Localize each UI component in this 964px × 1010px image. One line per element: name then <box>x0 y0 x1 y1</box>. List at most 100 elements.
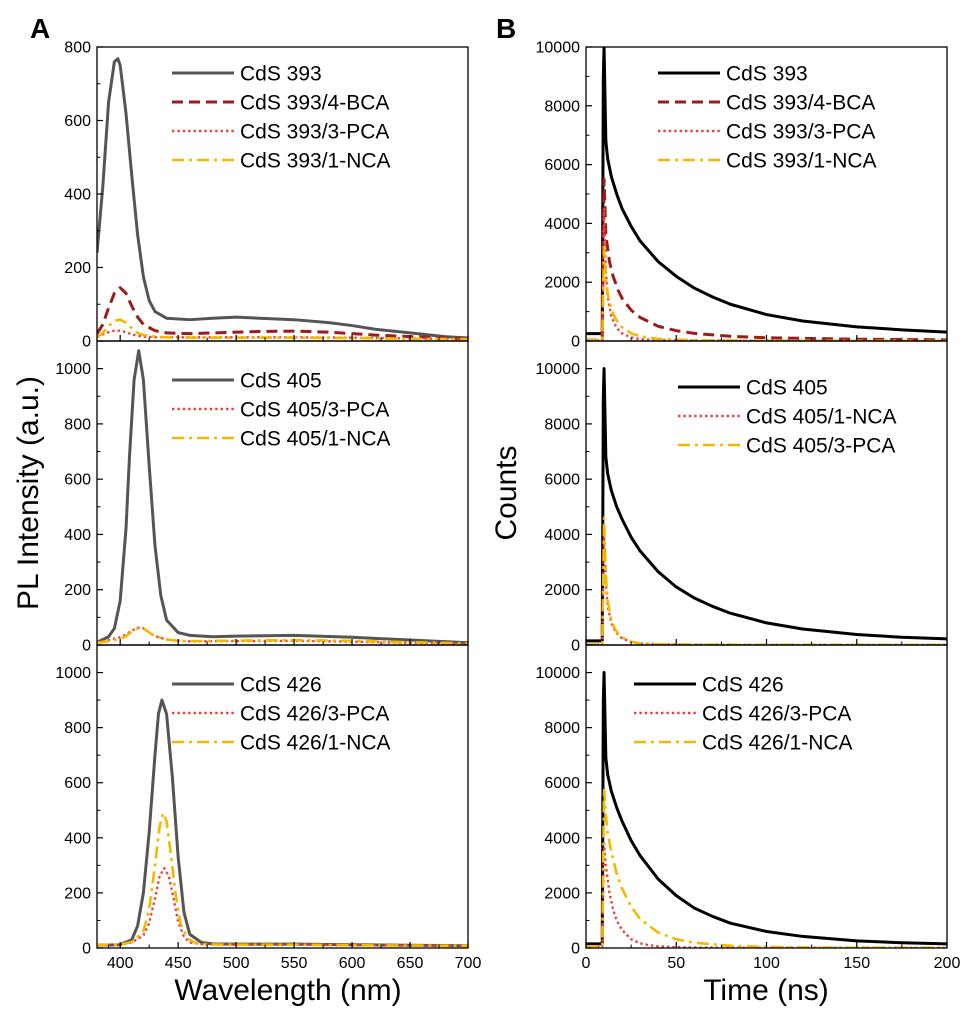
x-tick-label: 650 <box>397 955 424 972</box>
legend-label: CdS 426 <box>702 674 784 697</box>
right-x-axis-title: Time (ns) <box>703 974 829 1007</box>
x-tick-label: 150 <box>843 955 870 972</box>
y-tick-label: 200 <box>64 260 91 277</box>
x-tick-label: 200 <box>934 955 961 972</box>
legend-label: CdS 405 <box>240 370 322 393</box>
y-tick-label: 2000 <box>544 885 580 902</box>
series-line-0 <box>97 57 468 340</box>
series-line-2 <box>97 811 468 948</box>
legend-label: CdS 393/1-NCA <box>240 150 391 173</box>
panel-b-top: 0 2000 4000 6000 8000 10000 CdS 393 CdS 393/4-B… <box>536 40 948 351</box>
y-tick-label: 600 <box>64 113 91 130</box>
y-tick-label: 0 <box>571 941 580 958</box>
y-tick-label: 800 <box>64 416 91 433</box>
legend-label: CdS 426/1-NCA <box>702 732 853 755</box>
legend-label: CdS 426/1-NCA <box>240 732 391 755</box>
y-tick-label: 600 <box>64 472 91 489</box>
x-tick-label: 450 <box>165 955 192 972</box>
legend-label: CdS 426 <box>240 674 322 697</box>
x-tick-label: 500 <box>223 955 250 972</box>
panel-b-middle: 0 2000 4000 6000 8000 10000 CdS 405 CdS 405/1-N… <box>536 340 948 655</box>
legend-label: CdS 405/3-PCA <box>240 399 389 422</box>
series-line-1 <box>97 866 468 947</box>
legend-label: CdS 393 <box>726 63 808 86</box>
y-tick-label: 0 <box>82 334 91 351</box>
y-tick-label: 6000 <box>544 472 580 489</box>
legend: CdS 426 CdS 426/3-PCA CdS 426/1-NCA <box>172 674 391 755</box>
legend: CdS 393 CdS 393/4-BCA CdS 393/3-PCA CdS 393… <box>172 63 391 173</box>
legend-label: CdS 405/3-PCA <box>746 435 895 458</box>
series-group <box>97 349 468 645</box>
y-tick-label: 4000 <box>544 830 580 847</box>
y-tick-label: 200 <box>64 885 91 902</box>
legend-label: CdS 426/3-PCA <box>702 703 851 726</box>
y-tick-label: 400 <box>64 830 91 847</box>
panel-a-bottom: 0 200 400 600 800 1000 400 450 500 550 600 650 700 Cd… <box>55 644 482 972</box>
x-tick-label: 400 <box>107 955 134 972</box>
y-tick-label: 6000 <box>544 157 580 174</box>
y-tick-label: 1000 <box>55 361 91 378</box>
y-tick-label: 800 <box>64 720 91 737</box>
series-line-2 <box>586 516 947 645</box>
y-tick-label: 4000 <box>544 216 580 233</box>
y-tick-label: 400 <box>64 187 91 204</box>
legend-label: CdS 393/3-PCA <box>726 121 875 144</box>
series-line-0 <box>586 47 947 336</box>
y-tick-label: 0 <box>82 638 91 655</box>
y-tick-label: 0 <box>571 334 580 351</box>
y-tick-label: 8000 <box>544 416 580 433</box>
legend-label: CdS 393/4-BCA <box>240 92 389 115</box>
series-line-1 <box>586 842 947 948</box>
y-tick-label: 0 <box>82 941 91 958</box>
panel-b-bottom: 0 2000 4000 6000 8000 10000 0 50 100 150 200 CdS 42… <box>536 644 961 972</box>
y-tick-label: 2000 <box>544 275 580 292</box>
series-line-1 <box>97 286 468 341</box>
series-line-2 <box>586 786 947 948</box>
series-line-3 <box>97 318 468 341</box>
plot-frame <box>96 644 469 949</box>
legend-label: CdS 405/1-NCA <box>746 406 897 429</box>
x-tick-label: 700 <box>455 955 482 972</box>
series-line-0 <box>97 698 468 948</box>
y-tick-label: 400 <box>64 527 91 544</box>
series-line-0 <box>586 367 947 643</box>
legend-label: CdS 393/3-PCA <box>240 121 389 144</box>
y-tick-label: 6000 <box>544 775 580 792</box>
legend: CdS 393 CdS 393/4-BCA CdS 393/3-PCA CdS 393… <box>658 63 877 173</box>
y-tick-label: 8000 <box>544 720 580 737</box>
legend-label: CdS 405/1-NCA <box>240 428 391 451</box>
series-line-1 <box>586 177 947 341</box>
y-tick-label: 600 <box>64 775 91 792</box>
series-line-2 <box>97 626 468 645</box>
x-tick-label: 0 <box>582 955 591 972</box>
y-tick-label: 10000 <box>536 361 581 378</box>
series-line-0 <box>97 349 468 645</box>
panel-letter-a: A <box>30 13 50 44</box>
series-group <box>97 57 468 341</box>
left-y-axis-title: PL Intensity (a.u.) <box>12 376 45 610</box>
x-tick-label: 100 <box>753 955 780 972</box>
series-line-2 <box>586 207 947 341</box>
series-line-3 <box>586 245 947 341</box>
legend-label: CdS 393/1-NCA <box>726 150 877 173</box>
y-tick-label: 800 <box>64 40 91 57</box>
x-tick-label: 600 <box>339 955 366 972</box>
legend: CdS 405 CdS 405/3-PCA CdS 405/1-NCA <box>172 370 391 451</box>
y-tick-label: 8000 <box>544 98 580 115</box>
series-group <box>586 671 947 948</box>
y-tick-label: 0 <box>571 638 580 655</box>
legend: CdS 405 CdS 405/1-NCA CdS 405/3-PCA <box>678 377 897 458</box>
series-group <box>97 698 468 948</box>
legend-label: CdS 393 <box>240 63 322 86</box>
right-y-axis-title: Counts <box>490 445 523 540</box>
left-x-axis-title: Wavelength (nm) <box>174 974 401 1007</box>
y-tick-label: 4000 <box>544 527 580 544</box>
legend-label: CdS 405 <box>746 377 828 400</box>
y-tick-label: 1000 <box>55 665 91 682</box>
legend: CdS 426 CdS 426/3-PCA CdS 426/1-NCA <box>634 674 853 755</box>
series-line-0 <box>586 671 947 946</box>
y-tick-label: 2000 <box>544 582 580 599</box>
y-tick-label: 10000 <box>536 40 581 57</box>
